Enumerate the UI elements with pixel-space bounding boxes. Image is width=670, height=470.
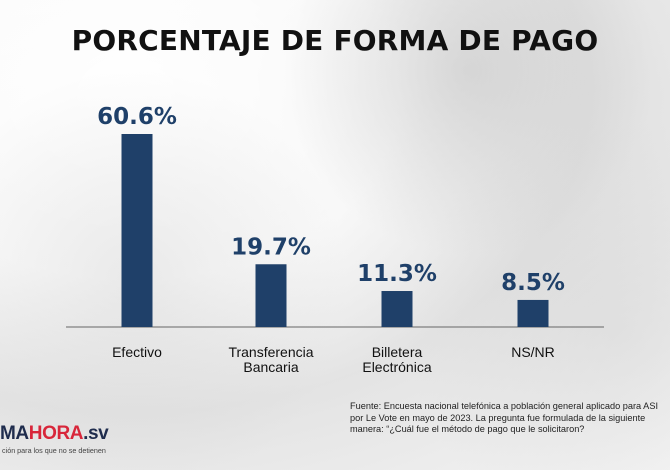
category-label-2: Transferencia Bancaria [228, 344, 313, 375]
brand-part-3: .sv [83, 423, 109, 444]
brand-part-2: HORA [28, 423, 84, 444]
category-label-1: Efectivo [112, 344, 162, 360]
value-label-1: 60.6% [97, 104, 177, 130]
bar-1 [121, 134, 153, 327]
brand-name: MAHORA.sv [0, 423, 109, 445]
bar-4 [517, 299, 549, 327]
brand-part-1: MA [0, 423, 29, 444]
brand-logo: MAHORA.sv ción para los que no se detien… [0, 423, 170, 459]
category-labels-layer: Efectivo Transferencia Bancaria Billetera El… [112, 344, 555, 375]
category-label-4: NS/NR [511, 344, 555, 360]
source-note: Fuente: Encuesta nacional telefónica a p… [350, 401, 658, 435]
chart-title: PORCENTAJE DE FORMA DE PAGO [71, 24, 599, 57]
value-label-4: 8.5% [501, 270, 565, 296]
bars-layer [121, 134, 549, 327]
bar-3 [381, 291, 413, 327]
bar-2 [255, 264, 287, 327]
value-labels-layer: 60.6% 19.7% 11.3% 8.5% [97, 104, 565, 296]
brand-tagline: ción para los que no se detienen [2, 446, 106, 455]
value-label-2: 19.7% [231, 234, 311, 260]
value-label-3: 11.3% [357, 261, 437, 287]
category-label-3: Billetera Electrónica [362, 344, 431, 375]
